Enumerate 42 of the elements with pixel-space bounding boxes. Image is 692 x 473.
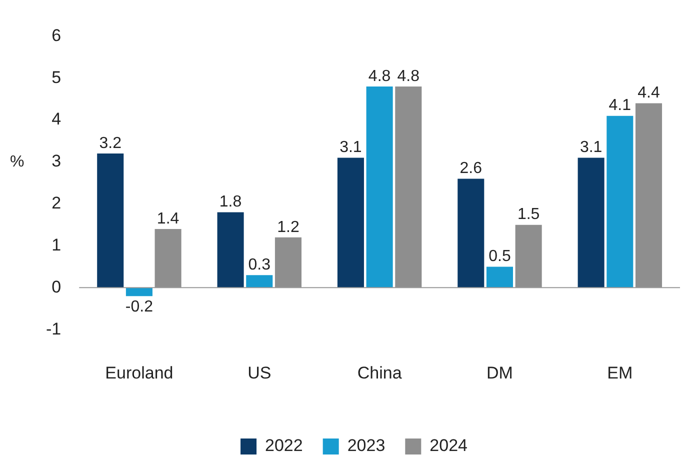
y-tick-label: 6 (52, 26, 62, 45)
data-label: 4.4 (638, 84, 660, 102)
bar (97, 154, 124, 288)
data-label: 1.5 (517, 206, 540, 224)
data-label: 4.8 (368, 68, 391, 85)
x-tick-label: China (357, 363, 402, 382)
x-tick-label: EM (607, 363, 633, 382)
y-tick-label: 1 (52, 235, 62, 254)
bar (486, 266, 513, 288)
data-label: 3.1 (580, 139, 602, 156)
bar (578, 158, 604, 288)
legend-label: 2022 (265, 436, 303, 456)
bar (126, 288, 152, 296)
data-label: 4.8 (397, 68, 420, 85)
y-tick-label: 2 (52, 194, 62, 213)
y-axis-title: % (10, 153, 24, 170)
data-label: 3.1 (340, 139, 362, 156)
y-tick-label: 4 (52, 110, 62, 129)
x-tick-label: US (248, 363, 272, 382)
data-label: -0.2 (125, 298, 154, 316)
bar (217, 212, 244, 288)
data-label: 0.3 (248, 256, 271, 274)
bar (337, 158, 364, 288)
data-label: 2.6 (460, 160, 482, 178)
data-label: 1.4 (156, 210, 180, 228)
y-tick-label: 3 (52, 152, 62, 171)
bar (366, 86, 393, 288)
y-tick-label: 0 (52, 277, 62, 296)
data-label: 1.2 (277, 218, 300, 236)
y-tick-label: 5 (52, 68, 62, 87)
data-label: 0.5 (488, 248, 511, 266)
bar (606, 116, 634, 288)
data-label: 1.8 (219, 194, 242, 211)
legend-label: 2024 (430, 436, 468, 456)
data-label: 4.1 (608, 97, 632, 114)
x-tick-label: DM (486, 363, 513, 382)
bar (246, 275, 273, 288)
y-tick-label: -1 (46, 319, 62, 338)
bar (458, 178, 484, 288)
legend-label: 2023 (347, 436, 386, 456)
x-tick-label: Euroland (105, 363, 174, 382)
data-label: 3.2 (99, 134, 122, 152)
